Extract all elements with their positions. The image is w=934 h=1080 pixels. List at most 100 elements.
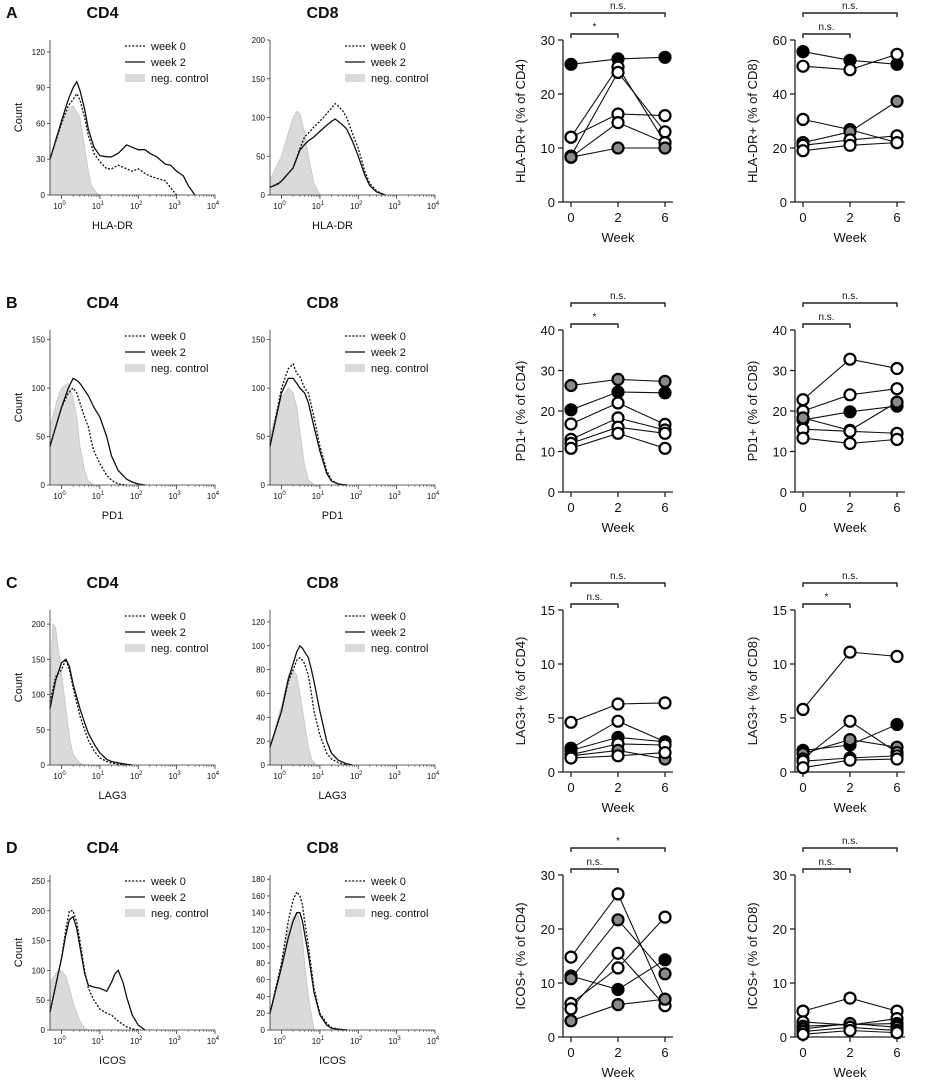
data-point [890,361,904,376]
histogram-title: CD4 [86,840,118,857]
x-tick-exponent: 3 [177,201,181,207]
x-tick-label: 102 [130,1036,143,1046]
data-point [564,1014,578,1028]
panel-label-C: C [6,575,18,592]
panel-label-B: B [6,295,18,312]
histogram-week2-line [49,377,146,486]
legend-label: week 2 [150,892,186,904]
x-tick-exponent: 4 [436,201,440,207]
y-tick-label: 150 [32,655,46,664]
x-tick-exponent: 2 [139,771,143,777]
x-tick-exponent: 1 [101,201,105,207]
x-axis-label: HLA-DR [312,220,353,232]
data-point [796,761,810,775]
y-tick-label: 40 [773,87,787,102]
x-tick-exponent: 2 [359,771,363,777]
histogram-week0-line [269,656,347,766]
y-tick-label: 50 [36,433,45,442]
x-tick-label: 6 [893,780,900,795]
data-point [611,115,625,130]
histogram-week2-line [49,915,146,1031]
y-tick-label: 150 [252,75,266,84]
y-tick-label: 30 [773,868,787,883]
y-tick-label: 120 [252,618,266,627]
y-tick-label: 140 [252,909,266,918]
x-tick-label: 2 [614,1045,621,1060]
x-tick-label: 0 [799,500,806,515]
histogram-title: CD8 [306,575,338,592]
chart-A-4: 0 20 40 60 0 2 6 Week HLA-DR+ (% of CD8) n.s. n.s. [745,1,905,245]
x-tick-label: 104 [427,1036,440,1046]
data-point [658,696,672,710]
x-tick-exponent: 1 [101,1036,105,1042]
x-axis-label: Week [834,230,867,245]
significance-bracket [802,582,898,587]
data-point [564,715,578,729]
y-tick-label: 0 [261,481,266,490]
histogram-week0-line [49,387,127,486]
chart-C-3: 0 5 10 15 0 2 6 Week LAG3+ (% of CD4) n.s. n.s. [513,571,673,815]
y-tick-label: 150 [32,336,46,345]
x-tick-exponent: 0 [282,1036,286,1042]
y-tick-label: 200 [252,36,266,45]
x-axis-label: ICOS [319,1055,346,1067]
significance-bracket [802,868,851,873]
data-point [796,702,810,717]
chart-C-4: 0 5 10 15 0 2 6 Week LAG3+ (% of CD8) * n.s. [745,571,905,815]
x-tick-exponent: 2 [139,1036,143,1042]
y-tick-label: 20 [541,404,555,419]
y-tick-label: 15 [541,603,555,618]
y-tick-label: 30 [773,364,787,379]
x-tick-exponent: 2 [359,1036,363,1042]
y-tick-label: 0 [780,1030,787,1045]
data-point [564,130,578,144]
histogram-week0-line [49,657,127,766]
chart-B-3: 0 10 20 30 40 0 2 6 Week PD1+ (% of CD4) * n.s. [513,291,673,535]
x-tick-label: 6 [893,1045,900,1060]
significance-bracket [802,847,898,852]
y-tick-label: 20 [773,922,787,937]
data-point [843,645,857,659]
y-tick-label: 100 [252,942,266,951]
x-tick-label: 104 [207,201,220,211]
x-tick-label: 102 [130,201,143,211]
significance-label: n.s. [586,592,602,603]
y-tick-label: 40 [256,713,265,722]
x-tick-exponent: 4 [216,201,220,207]
x-axis-label: Week [834,1065,867,1080]
data-point [658,426,672,440]
y-tick-label: 60 [773,33,787,48]
x-tick-label: 104 [427,771,440,781]
y-tick-label: 200 [32,620,46,629]
data-point [843,352,857,366]
x-tick-exponent: 0 [62,1036,66,1042]
x-axis-label: LAG3 [98,790,126,802]
legend-label: neg. control [151,643,208,655]
histogram-title: CD8 [306,840,338,857]
y-tick-label: 20 [541,922,555,937]
legend-label: week 0 [150,611,186,623]
data-point [843,991,857,1005]
y-tick-label: 60 [256,689,265,698]
y-axis-label: PD1+ (% of CD8) [745,361,760,462]
data-point [564,972,578,986]
legend-label: neg. control [151,908,208,920]
histogram-week2-line [269,377,347,486]
data-point [890,47,904,61]
x-tick-exponent: 2 [139,201,143,207]
legend-label: neg. control [371,908,428,920]
y-tick-label: 150 [252,336,266,345]
data-point [843,424,857,438]
x-axis-label: LAG3 [318,790,346,802]
x-tick-label: 0 [567,780,574,795]
data-point [843,1023,857,1038]
y-tick-label: 100 [252,114,266,123]
y-tick-label: 10 [541,657,555,672]
x-tick-label: 100 [53,201,66,211]
x-tick-exponent: 1 [321,491,325,497]
y-tick-label: 30 [541,33,555,48]
x-tick-exponent: 1 [321,1036,325,1042]
significance-bracket [570,323,619,328]
histogram-week0-line [269,890,347,1031]
